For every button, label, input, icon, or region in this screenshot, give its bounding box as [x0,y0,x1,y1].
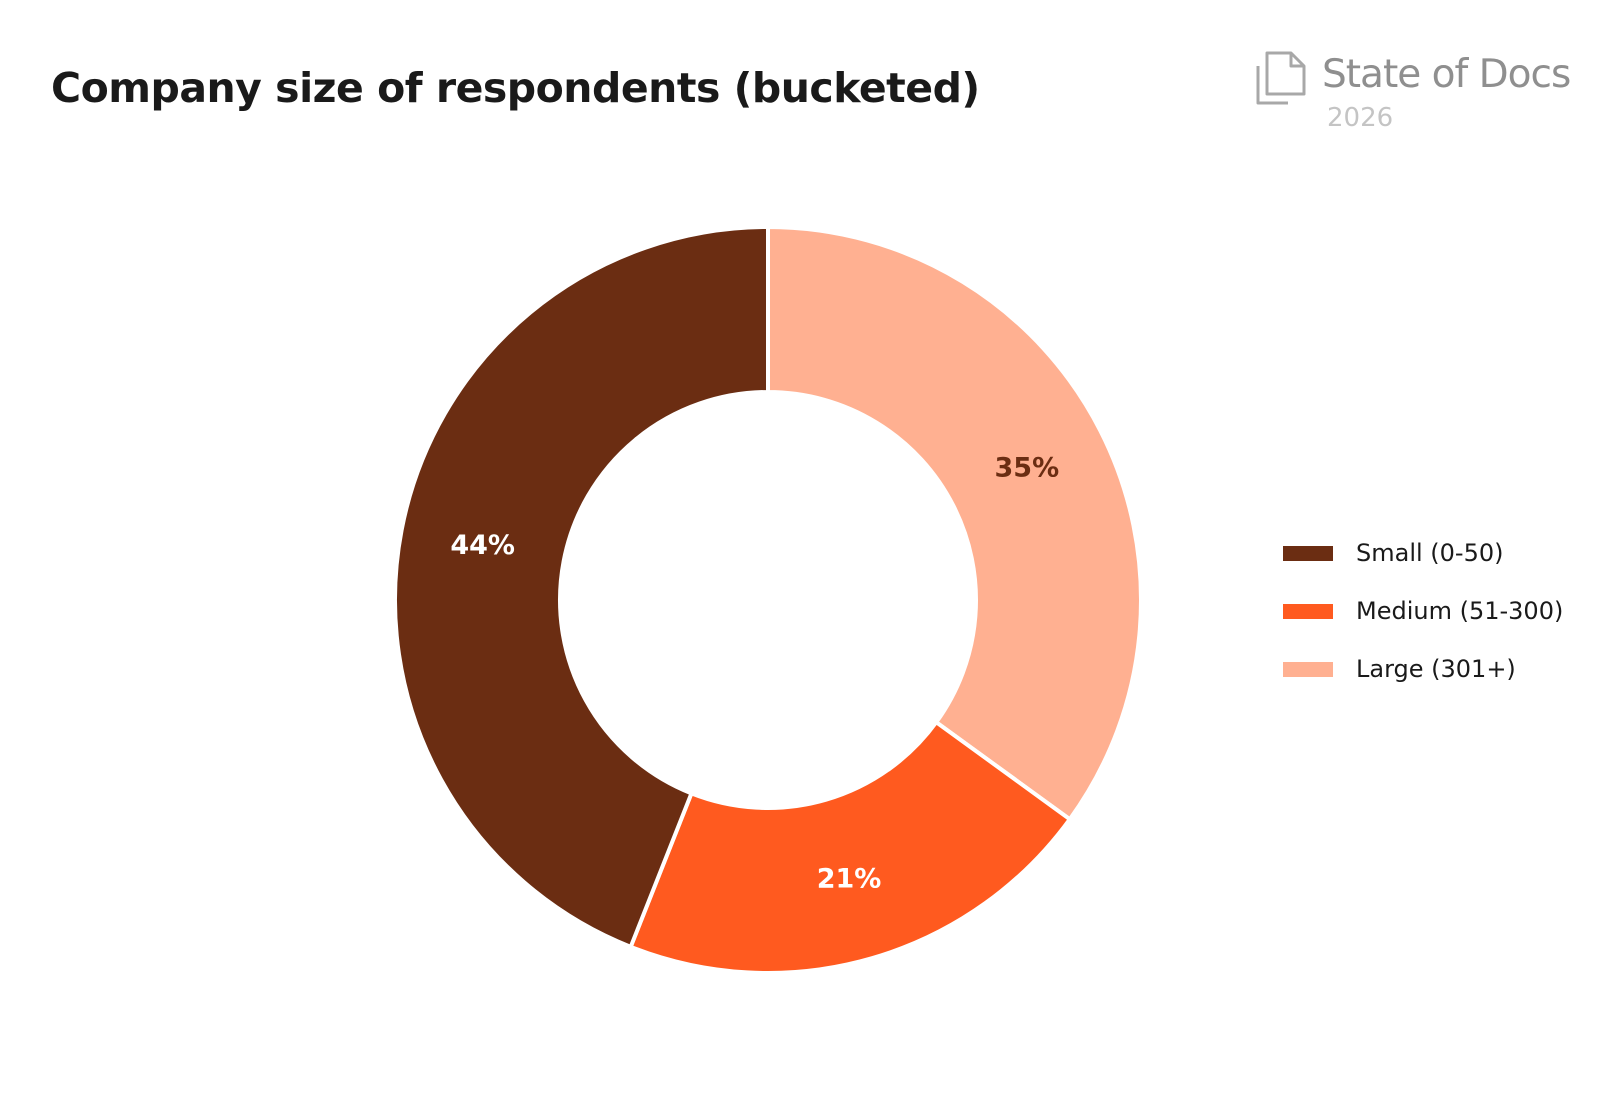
brand-name: State of Docs [1322,52,1571,97]
brand-year: 2026 [1327,103,1394,133]
legend-item-medium-51-300: Medium (51-300) [1283,582,1563,640]
legend-swatch [1283,661,1333,677]
data-label-medium-51-300: 21% [817,863,882,894]
data-label-small-0-50: 44% [450,530,515,561]
chart-legend: Small (0-50) Medium (51-300) Large (301+) [1283,524,1563,698]
legend-item-small-0-50: Small (0-50) [1283,524,1563,582]
legend-label: Small (0-50) [1356,539,1504,567]
brand-logo: State of Docs 2026 [1255,48,1585,143]
legend-label: Medium (51-300) [1356,597,1564,625]
donut-slice-small-0-50 [393,225,770,949]
donut-slice-medium-51-300 [628,720,1072,975]
legend-swatch [1283,545,1333,561]
donut-slice-large-301 [766,225,1143,822]
legend-label: Large (301+) [1356,655,1516,683]
legend-item-large-301: Large (301+) [1283,640,1563,698]
data-label-large-301: 35% [995,453,1060,484]
chart-title: Company size of respondents (bucketed) [51,64,980,112]
document-stack-icon [1256,51,1306,105]
legend-swatch [1283,603,1333,619]
